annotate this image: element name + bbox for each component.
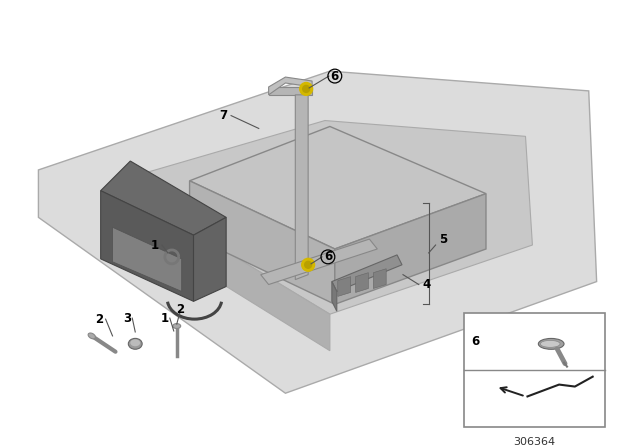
Circle shape bbox=[305, 261, 312, 268]
Text: 6: 6 bbox=[471, 335, 479, 348]
Polygon shape bbox=[373, 269, 386, 289]
Text: 6: 6 bbox=[331, 69, 339, 82]
Polygon shape bbox=[193, 217, 226, 302]
Text: 6: 6 bbox=[324, 250, 332, 263]
Polygon shape bbox=[189, 181, 335, 304]
Polygon shape bbox=[295, 95, 308, 280]
Ellipse shape bbox=[131, 340, 140, 346]
Polygon shape bbox=[145, 173, 150, 239]
Text: 306364: 306364 bbox=[513, 437, 556, 447]
Polygon shape bbox=[356, 273, 369, 293]
Text: 7: 7 bbox=[219, 109, 227, 122]
Ellipse shape bbox=[129, 338, 142, 349]
Ellipse shape bbox=[173, 323, 180, 328]
Polygon shape bbox=[189, 126, 486, 249]
Text: 2: 2 bbox=[95, 313, 104, 326]
Polygon shape bbox=[332, 282, 337, 311]
Circle shape bbox=[301, 258, 315, 271]
Text: 3: 3 bbox=[124, 312, 131, 325]
Polygon shape bbox=[332, 255, 402, 292]
Polygon shape bbox=[100, 191, 193, 302]
Polygon shape bbox=[260, 239, 378, 284]
Polygon shape bbox=[269, 77, 312, 95]
Text: 4: 4 bbox=[422, 278, 431, 291]
Text: 1: 1 bbox=[161, 312, 169, 325]
Text: 5: 5 bbox=[440, 233, 447, 246]
Polygon shape bbox=[269, 87, 312, 95]
Polygon shape bbox=[335, 194, 486, 304]
Ellipse shape bbox=[540, 340, 560, 347]
Ellipse shape bbox=[538, 338, 564, 349]
Circle shape bbox=[303, 86, 310, 92]
Circle shape bbox=[300, 82, 312, 95]
Polygon shape bbox=[145, 121, 532, 314]
Polygon shape bbox=[113, 227, 182, 292]
Polygon shape bbox=[100, 161, 226, 235]
Text: 2: 2 bbox=[175, 303, 184, 316]
Polygon shape bbox=[38, 71, 596, 393]
FancyBboxPatch shape bbox=[464, 313, 605, 427]
Polygon shape bbox=[150, 206, 330, 351]
Polygon shape bbox=[338, 276, 351, 297]
Ellipse shape bbox=[88, 333, 95, 339]
Text: 1: 1 bbox=[151, 238, 159, 251]
